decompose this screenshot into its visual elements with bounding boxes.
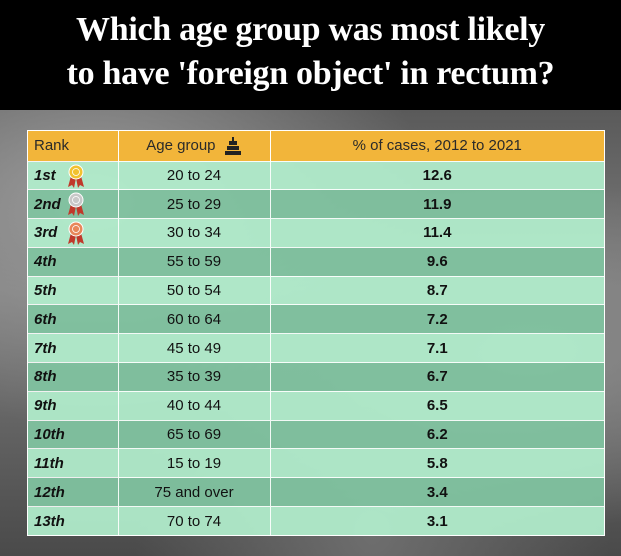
percent-cell: 7.1 xyxy=(270,333,604,363)
column-header-rank: Rank xyxy=(28,131,119,161)
age-group-cell: 55 to 59 xyxy=(118,246,271,277)
table-row: 12th 75 and over 3.4 xyxy=(28,477,604,507)
rank-label: 2nd xyxy=(34,195,61,213)
age-group-cell: 40 to 44 xyxy=(118,390,271,421)
age-group-cell: 65 to 69 xyxy=(118,419,271,449)
table-row: 4th 55 to 59 9.6 xyxy=(28,246,604,277)
percent-cell: 5.8 xyxy=(270,448,604,478)
rank-label: 6th xyxy=(34,310,57,328)
headline: Which age group was most likely to have … xyxy=(0,0,621,110)
gold-medal-icon xyxy=(68,164,84,188)
age-group-cell: 25 to 29 xyxy=(118,189,271,219)
column-header-percent-label: % of cases, 2012 to 2021 xyxy=(352,137,522,155)
rank-label: 12th xyxy=(34,483,65,501)
rank-cell: 3rd xyxy=(28,218,119,248)
headline-line-2: to have 'foreign object' in rectum? xyxy=(66,55,555,92)
percent-cell: 9.6 xyxy=(270,246,604,277)
column-header-age-group-label: Age group xyxy=(146,136,216,154)
percent-cell: 6.2 xyxy=(270,419,604,449)
rank-cell: 5th xyxy=(28,275,119,305)
ranking-table: Rank Age group % of cases, 2012 to 2021 … xyxy=(28,131,604,536)
age-group-cell: 60 to 64 xyxy=(118,304,271,334)
rank-label: 5th xyxy=(34,282,57,300)
rank-label: 7th xyxy=(34,339,57,357)
rank-cell: 4th xyxy=(28,246,119,277)
age-group-cell: 20 to 24 xyxy=(118,160,271,190)
percent-cell: 6.7 xyxy=(270,362,604,392)
age-group-cell: 50 to 54 xyxy=(118,275,271,305)
table-body: 1st 20 to 24 12.6 2nd 25 to 29 11.9 3rd 30 to 3… xyxy=(28,160,604,536)
table-row: 2nd 25 to 29 11.9 xyxy=(28,189,604,219)
percent-cell: 7.2 xyxy=(270,304,604,334)
percent-cell: 6.5 xyxy=(270,390,604,421)
rank-cell: 6th xyxy=(28,304,119,334)
headline-line-1: Which age group was most likely xyxy=(76,11,545,48)
rank-label: 11th xyxy=(34,454,64,472)
percent-cell: 12.6 xyxy=(270,160,604,190)
table-row: 8th 35 to 39 6.7 xyxy=(28,362,604,392)
percent-cell: 8.7 xyxy=(270,275,604,305)
rank-label: 1st xyxy=(34,166,56,184)
table-row: 11th 15 to 19 5.8 xyxy=(28,448,604,478)
rank-label: 10th xyxy=(34,426,65,444)
age-group-cell: 75 and over xyxy=(118,477,271,507)
ranking-table-card: Rank Age group % of cases, 2012 to 2021 … xyxy=(27,130,605,536)
table-row: 10th 65 to 69 6.2 xyxy=(28,419,604,449)
bronze-medal-icon xyxy=(68,221,84,246)
rank-cell: 8th xyxy=(28,362,119,392)
rank-cell: 7th xyxy=(28,333,119,363)
table-header-row: Rank Age group % of cases, 2012 to 2021 xyxy=(28,131,604,161)
cake-icon xyxy=(224,136,241,155)
column-header-age-group: Age group xyxy=(118,131,271,161)
table-row: 6th 60 to 64 7.2 xyxy=(28,304,604,334)
table-row: 13th 70 to 74 3.1 xyxy=(28,506,604,536)
percent-cell: 3.4 xyxy=(270,477,604,507)
rank-cell: 9th xyxy=(28,390,119,421)
age-group-cell: 30 to 34 xyxy=(118,218,271,248)
percent-cell: 11.9 xyxy=(270,189,604,219)
rank-label: 4th xyxy=(34,253,57,271)
rank-label: 3rd xyxy=(34,224,58,242)
table-row: 5th 50 to 54 8.7 xyxy=(28,275,604,305)
age-group-cell: 15 to 19 xyxy=(118,448,271,478)
rank-cell: 13th xyxy=(28,506,119,536)
percent-cell: 11.4 xyxy=(270,218,604,248)
rank-label: 8th xyxy=(34,368,57,386)
rank-cell: 12th xyxy=(28,477,119,507)
column-header-percent: % of cases, 2012 to 2021 xyxy=(270,131,604,161)
column-header-rank-label: Rank xyxy=(34,137,70,155)
rank-cell: 1st xyxy=(28,160,119,190)
table-row: 3rd 30 to 34 11.4 xyxy=(28,218,604,248)
silver-medal-icon xyxy=(68,192,84,217)
rank-cell: 2nd xyxy=(28,189,119,219)
age-group-cell: 70 to 74 xyxy=(118,506,271,536)
rank-cell: 10th xyxy=(28,419,119,449)
table-row: 7th 45 to 49 7.1 xyxy=(28,333,604,363)
rank-cell: 11th xyxy=(28,448,119,478)
age-group-cell: 45 to 49 xyxy=(118,333,271,363)
rank-label: 9th xyxy=(34,397,57,415)
age-group-cell: 35 to 39 xyxy=(118,362,271,392)
table-row: 1st 20 to 24 12.6 xyxy=(28,160,604,190)
percent-cell: 3.1 xyxy=(270,506,604,536)
table-row: 9th 40 to 44 6.5 xyxy=(28,390,604,421)
rank-label: 13th xyxy=(34,512,65,530)
